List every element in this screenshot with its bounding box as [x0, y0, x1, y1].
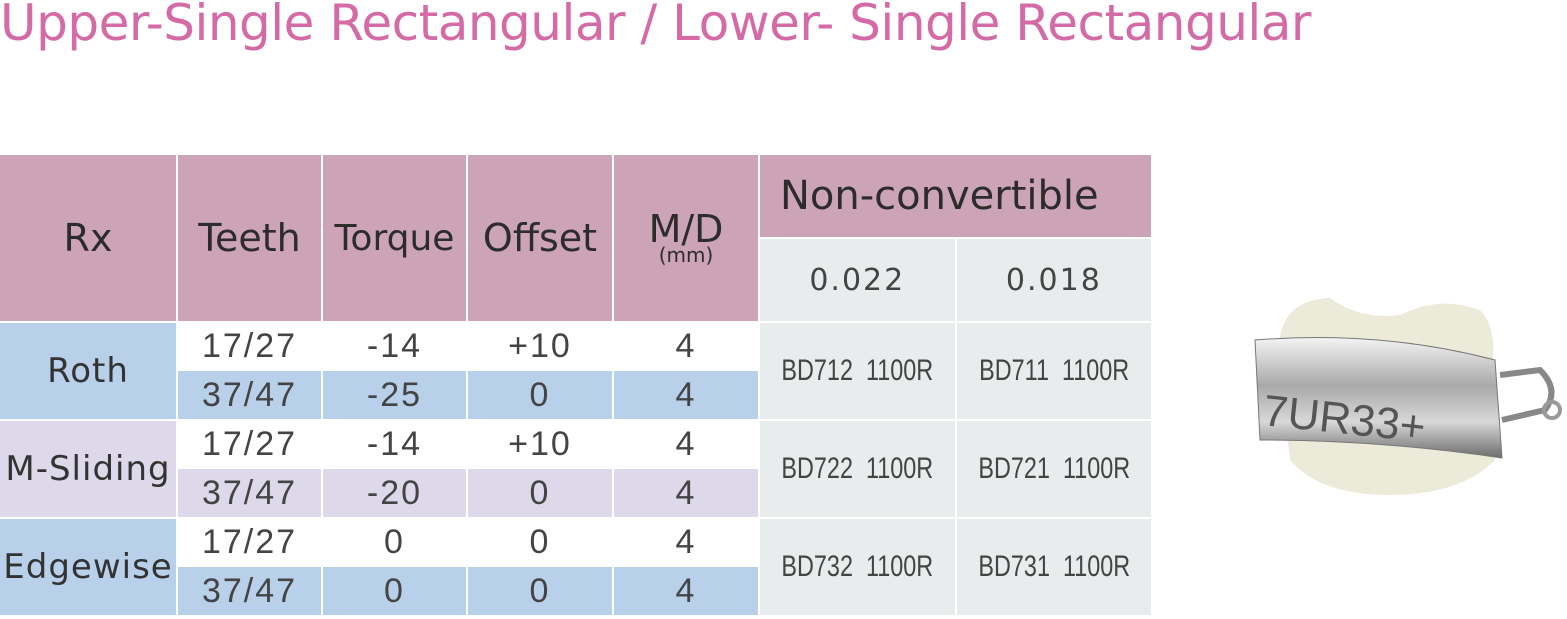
code-cell: BD711 1100R	[956, 321, 1152, 419]
md-unit: (mm)	[658, 243, 714, 267]
table-row: 37/47 -25 0 4	[0, 370, 1151, 419]
code: BD721 1100R	[977, 452, 1130, 485]
table-row: 37/47 -20 0 4	[0, 468, 1151, 517]
code-cell: BD721 1100R	[956, 419, 1152, 517]
md-cell: 4	[614, 566, 758, 615]
md-label: M/D	[648, 207, 724, 251]
table-row: Edgewise 17/27 0 0 4 BD732 1100R BD731 1100R	[0, 517, 1152, 615]
rx-cell: Edgewise	[0, 517, 176, 615]
code-cell: BD732 1100R	[760, 517, 955, 615]
offset-cell: 0	[468, 566, 612, 615]
table-row: 37/47 0 0 4	[0, 566, 1151, 615]
title: Upper-Single Rectangular / Lower- Single…	[0, 0, 1312, 52]
code: BD731 1100R	[977, 550, 1130, 583]
header-torque: Torque	[323, 155, 466, 321]
header-teeth: Teeth	[178, 155, 321, 321]
spec-table: Rx Teeth Torque Offset M/D (mm) Non-conve…	[0, 155, 1153, 615]
torque-cell: -25	[323, 370, 466, 419]
teeth-cell: 37/47	[178, 370, 321, 419]
teeth-cell: 37/47	[178, 566, 321, 615]
header-size: 0.022	[760, 237, 955, 321]
offset-cell: 0	[468, 468, 612, 517]
offset-cell: 0	[468, 517, 612, 566]
offset-cell: 0	[468, 370, 612, 419]
product-photo: 7UR33+	[1254, 298, 1562, 495]
md-cell: 4	[614, 468, 758, 517]
offset-cell: +10	[468, 321, 612, 370]
code: BD722 1100R	[781, 452, 934, 485]
code: BD732 1100R	[781, 550, 934, 583]
torque-cell: 0	[323, 566, 466, 615]
header-size: 0.018	[956, 237, 1152, 321]
code: BD712 1100R	[781, 354, 934, 387]
rx-cell: Roth	[0, 321, 176, 419]
code-cell: BD731 1100R	[956, 517, 1152, 615]
teeth-cell: 17/27	[178, 517, 321, 566]
header-offset: Offset	[468, 155, 612, 321]
torque-cell: -14	[323, 321, 466, 370]
header-md: M/D (mm)	[614, 155, 758, 321]
table-row: Roth 17/27 -14 +10 4 BD712 1100R BD711 1100R	[0, 321, 1152, 419]
rx-cell: M-Sliding	[0, 419, 176, 517]
torque-cell: 0	[323, 517, 466, 566]
torque-cell: -20	[323, 468, 466, 517]
code: BD711 1100R	[978, 354, 1129, 387]
teeth-cell: 17/27	[178, 321, 321, 370]
header-group: Non-convertible	[760, 155, 1152, 237]
code-cell: BD712 1100R	[760, 321, 955, 419]
code-cell: BD722 1100R	[760, 419, 955, 517]
hook	[1542, 400, 1562, 420]
md-cell: 4	[614, 419, 758, 468]
header-rx: Rx	[0, 155, 176, 321]
torque-cell: -14	[323, 419, 466, 468]
table-row: M-Sliding 17/27 -14 +10 4 BD722 1100R BD721 11…	[0, 419, 1152, 517]
offset-cell: +10	[468, 419, 612, 468]
md-cell: 4	[614, 370, 758, 419]
md-cell: 4	[614, 321, 758, 370]
band	[1254, 337, 1503, 459]
teeth-cell: 17/27	[178, 419, 321, 468]
teeth-cell: 37/47	[178, 468, 321, 517]
md-cell: 4	[614, 517, 758, 566]
